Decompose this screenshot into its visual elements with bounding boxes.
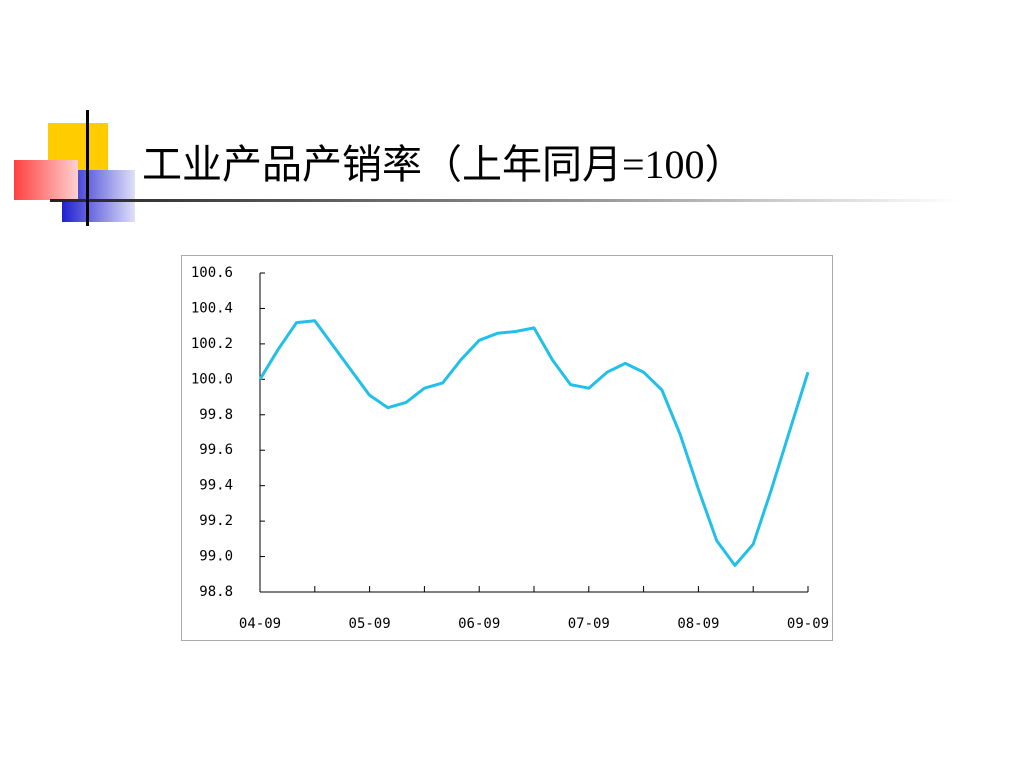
- y-tick-label: 100.4: [191, 300, 233, 316]
- y-tick-label: 99.0: [199, 549, 233, 565]
- x-tick-label: 09-09: [787, 616, 829, 632]
- slide-title: 工业产品产销率（上年同月=100）: [142, 142, 745, 187]
- y-tick-label: 99.8: [199, 407, 233, 423]
- plot: 98.8 99.0 99.2 99.4 99.6 99.8 100.0 100.2 100.4 1…: [191, 265, 829, 632]
- deco-vline: [86, 110, 89, 226]
- x-tick-label: 08-09: [677, 616, 719, 632]
- deco-red: [14, 160, 78, 200]
- x-tick-label: 06-09: [458, 616, 500, 632]
- y-tick-label: 99.6: [199, 442, 233, 458]
- y-tick-label: 98.8: [199, 584, 233, 600]
- y-tick-label: 100.2: [191, 336, 233, 352]
- y-tick-label: 100.0: [191, 371, 233, 387]
- x-tick-label: 07-09: [568, 616, 610, 632]
- x-tick-label: 04-09: [239, 616, 281, 632]
- title-rule: [50, 199, 960, 202]
- y-tick-label: 99.2: [199, 513, 233, 529]
- data-line: [258, 319, 810, 567]
- y-tick-label: 99.4: [199, 478, 233, 494]
- chart-frame: [181, 255, 833, 641]
- x-tick-label: 05-09: [349, 616, 391, 632]
- y-tick-label: 100.6: [191, 265, 233, 281]
